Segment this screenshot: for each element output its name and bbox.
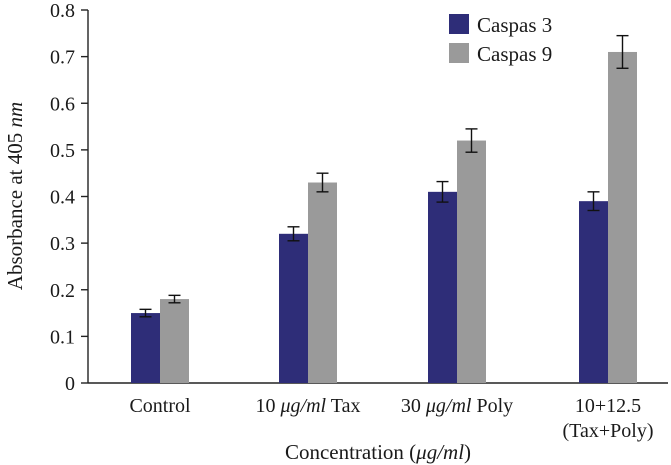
error-bars <box>139 34 629 318</box>
bar-caspas-3-3 <box>579 201 608 383</box>
error-bar <box>587 191 600 212</box>
x-category-label: 10+12.5 <box>575 395 641 417</box>
legend-label: Caspas 3 <box>477 13 552 37</box>
error-bar <box>168 294 181 304</box>
error-bar <box>465 128 478 153</box>
y-tick-label: 0 <box>65 373 75 395</box>
error-bar <box>616 34 629 69</box>
y-tick-label: 0.1 <box>50 326 75 348</box>
x-category-label: 10 μg/ml Tax <box>256 395 361 417</box>
bar-caspas-9-1 <box>308 182 337 383</box>
x-category-label: (Tax+Poly) <box>563 420 654 442</box>
bar-caspas-3-2 <box>428 191 457 383</box>
x-category-label: Control <box>129 395 191 417</box>
error-bar <box>316 172 329 193</box>
y-axis-ticks: 0 0.1 0.2 0.3 0.4 0.5 0.6 0.7 0.8 <box>50 0 88 395</box>
error-bar <box>287 226 300 242</box>
y-axis-title: Absorbance at 405 nm <box>3 102 27 290</box>
x-axis-category-labels: Control 10 μg/ml Tax 30 μg/ml Poly 10+12.5 (… <box>129 395 653 442</box>
legend-swatch <box>449 14 469 34</box>
legend-label: Caspas 9 <box>477 42 552 66</box>
y-tick-label: 0.3 <box>50 233 75 255</box>
error-bar <box>139 308 152 318</box>
x-axis-title: Concentration (μg/ml) <box>285 440 471 464</box>
y-tick-label: 0.5 <box>50 140 75 162</box>
y-tick-label: 0.4 <box>50 187 75 209</box>
y-tick-label: 0.7 <box>50 47 75 69</box>
x-category-label: 30 μg/ml Poly <box>401 395 513 417</box>
legend-swatch <box>449 43 469 63</box>
error-bar <box>436 180 449 203</box>
bar-caspas-9-0 <box>160 299 189 383</box>
bar-caspas-3-1 <box>279 233 308 383</box>
y-tick-label: 0.8 <box>50 0 75 22</box>
bar-caspas-9-2 <box>457 140 486 383</box>
bar-caspas-9-3 <box>608 51 637 384</box>
bar-caspas-3-0 <box>131 313 160 383</box>
chart-bars <box>131 51 637 384</box>
y-tick-label: 0.6 <box>50 93 75 115</box>
legend: Caspas 3 Caspas 9 <box>449 13 552 66</box>
y-tick-label: 0.2 <box>50 280 75 302</box>
